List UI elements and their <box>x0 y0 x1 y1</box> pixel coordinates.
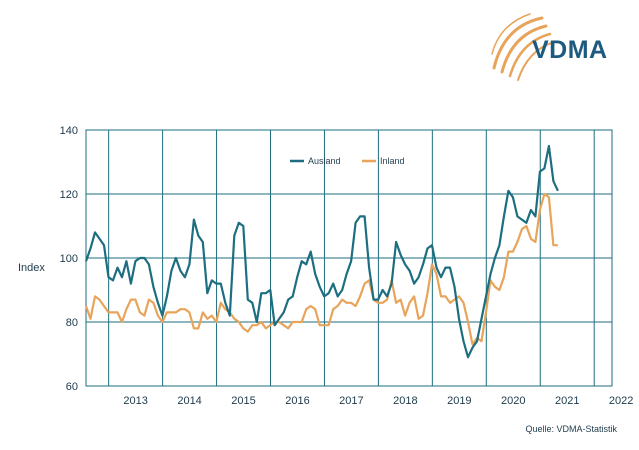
x-tick-label: 2017 <box>339 395 363 407</box>
series-line-ausland <box>84 144 559 359</box>
legend-label: Ausland <box>308 156 341 166</box>
series-line-inland <box>84 192 558 346</box>
x-tick-label: 2015 <box>231 395 255 407</box>
y-axis-ticks: 60 80 100 120 140 <box>60 125 78 393</box>
y-tick-label: 100 <box>60 253 78 265</box>
logo-arcs-icon <box>491 13 555 81</box>
x-tick-label: 2020 <box>501 395 525 407</box>
y-tick-label: 60 <box>66 381 78 393</box>
x-tick-label: 2021 <box>555 395 579 407</box>
y-tick-label: 80 <box>66 317 78 329</box>
x-tick-label: 2022 <box>609 395 633 407</box>
y-axis-label: Index <box>18 262 45 274</box>
x-tick-label: 2013 <box>123 395 147 407</box>
chart-grid <box>85 129 613 387</box>
chart-legend: Ausland Inland <box>290 156 405 166</box>
source-note: Quelle: VDMA-Statistik <box>525 424 617 434</box>
y-tick-label: 120 <box>60 189 78 201</box>
x-tick-label: 2018 <box>393 395 417 407</box>
y-tick-label: 140 <box>60 125 78 137</box>
x-tick-label: 2014 <box>177 395 201 407</box>
vdma-logo <box>491 13 555 81</box>
chart-series <box>84 144 559 359</box>
legend-label: Inland <box>380 156 405 166</box>
x-tick-label: 2019 <box>447 395 471 407</box>
vdma-logo-text: VDMA <box>532 36 608 64</box>
x-tick-label: 2016 <box>285 395 309 407</box>
x-axis-ticks: 2013 2014 2015 2016 2017 2018 2019 2020 2021 2022 <box>123 395 633 407</box>
